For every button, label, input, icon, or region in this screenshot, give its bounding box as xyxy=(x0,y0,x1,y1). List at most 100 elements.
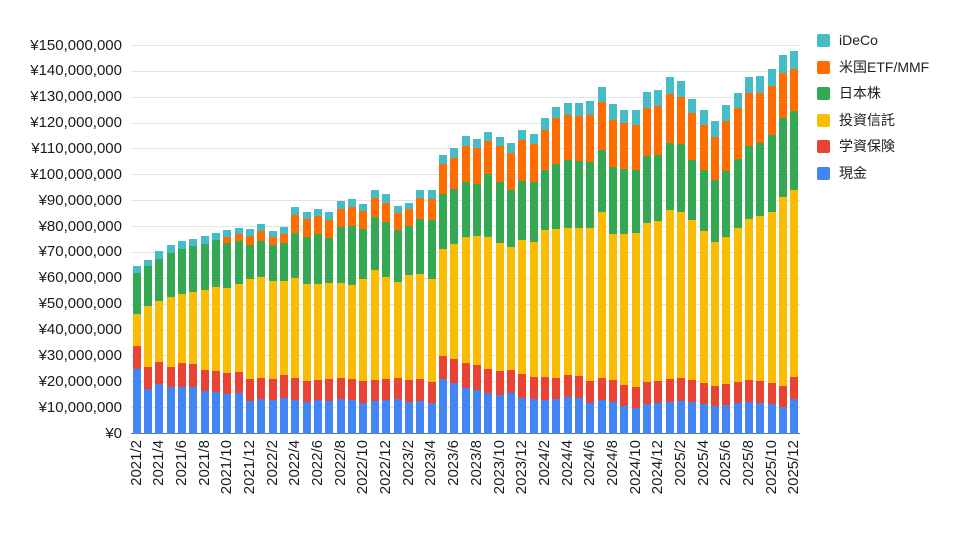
bar-segment-2023/1-現金[interactable] xyxy=(393,399,402,434)
bar-segment-2025/12-米国ETF/MMF[interactable] xyxy=(790,69,799,111)
bar-segment-2021/2-投資信託[interactable] xyxy=(132,314,141,346)
bar-segment-2023/12-学資保険[interactable] xyxy=(518,374,527,398)
bar-segment-2022/10-投資信託[interactable] xyxy=(359,279,368,381)
bar-segment-2024/11-日本株[interactable] xyxy=(642,156,651,223)
bar-segment-2024/2-現金[interactable] xyxy=(540,400,549,434)
bar-segment-2025/5-日本株[interactable] xyxy=(711,180,719,242)
bar-segment-2021/7-現金[interactable] xyxy=(189,387,198,434)
bar-segment-2025/3-学資保険[interactable] xyxy=(688,380,697,402)
bar-segment-2021/9-日本株[interactable] xyxy=(212,240,220,287)
bar-segment-2023/10-投資信託[interactable] xyxy=(495,243,504,371)
bar-segment-2024/9-日本株[interactable] xyxy=(620,169,629,234)
bar-segment-2022/3-米国ETF/MMF[interactable] xyxy=(280,234,289,243)
bar-segment-2024/2-日本株[interactable] xyxy=(540,170,549,230)
bar-segment-2021/7-学資保険[interactable] xyxy=(189,364,198,387)
bar-segment-2023/10-学資保険[interactable] xyxy=(495,371,504,395)
bar-segment-2023/11-日本株[interactable] xyxy=(506,190,515,247)
bar-segment-2024/9-学資保険[interactable] xyxy=(620,385,629,406)
bar-segment-2021/12-学資保険[interactable] xyxy=(246,379,255,401)
bar-segment-2022/6-日本株[interactable] xyxy=(314,234,323,284)
bar-segment-2021/8-iDeCo[interactable] xyxy=(200,236,209,244)
bar-segment-2023/9-現金[interactable] xyxy=(484,393,493,434)
bar-segment-2023/6-投資信託[interactable] xyxy=(450,244,459,359)
bar-segment-2023/11-学資保険[interactable] xyxy=(506,370,515,393)
bar-segment-2023/11-現金[interactable] xyxy=(506,393,515,434)
bar-segment-2022/10-米国ETF/MMF[interactable] xyxy=(359,211,368,229)
bar-segment-2024/11-iDeCo[interactable] xyxy=(642,92,651,108)
bar-segment-2025/9-日本株[interactable] xyxy=(756,143,765,216)
bar-segment-2024/10-iDeCo[interactable] xyxy=(631,110,640,125)
bar-segment-2025/3-米国ETF/MMF[interactable] xyxy=(688,113,697,160)
bar-segment-2023/6-iDeCo[interactable] xyxy=(450,148,459,158)
bar-segment-2021/7-iDeCo[interactable] xyxy=(189,239,198,246)
bar-segment-2021/8-投資信託[interactable] xyxy=(200,290,209,370)
bar-segment-2025/9-学資保険[interactable] xyxy=(756,381,765,403)
bar-segment-2023/12-日本株[interactable] xyxy=(518,181,527,240)
bar-segment-2024/4-投資信託[interactable] xyxy=(563,228,572,375)
bar-segment-2024/11-学資保険[interactable] xyxy=(642,382,651,404)
bar-segment-2025/7-米国ETF/MMF[interactable] xyxy=(733,108,742,159)
bar-segment-2023/3-日本株[interactable] xyxy=(416,219,425,274)
bar-segment-2025/11-現金[interactable] xyxy=(779,407,787,434)
bar-segment-2023/8-現金[interactable] xyxy=(472,390,481,434)
bar-segment-2022/1-iDeCo[interactable] xyxy=(257,224,266,231)
bar-segment-2024/12-日本株[interactable] xyxy=(654,155,663,221)
bar-segment-2021/9-現金[interactable] xyxy=(212,392,220,434)
bar-segment-2021/4-投資信託[interactable] xyxy=(155,301,164,362)
bar-segment-2025/1-iDeCo[interactable] xyxy=(665,77,674,94)
bar-segment-2022/12-日本株[interactable] xyxy=(382,222,391,277)
bar-segment-2024/2-学資保険[interactable] xyxy=(540,377,549,400)
bar-segment-2021/6-現金[interactable] xyxy=(178,387,186,434)
bar-segment-2024/4-日本株[interactable] xyxy=(563,160,572,228)
bar-segment-2022/8-投資信託[interactable] xyxy=(336,283,345,378)
bar-segment-2025/11-iDeCo[interactable] xyxy=(779,55,787,73)
bar-segment-2024/2-投資信託[interactable] xyxy=(540,230,549,377)
bar-segment-2024/5-iDeCo[interactable] xyxy=(574,103,583,116)
bar-segment-2022/11-iDeCo[interactable] xyxy=(370,190,379,198)
bar-segment-2021/3-日本株[interactable] xyxy=(144,266,152,306)
bar-segment-2022/7-学資保険[interactable] xyxy=(325,379,334,401)
bar-segment-2024/5-学資保険[interactable] xyxy=(574,376,583,398)
bar-segment-2023/5-現金[interactable] xyxy=(438,379,447,434)
bar-segment-2022/2-日本株[interactable] xyxy=(268,245,277,281)
bar-segment-2022/8-米国ETF/MMF[interactable] xyxy=(336,209,345,227)
bar-segment-2024/9-iDeCo[interactable] xyxy=(620,110,629,123)
bar-segment-2025/12-iDeCo[interactable] xyxy=(790,51,799,69)
bar-segment-2023/6-米国ETF/MMF[interactable] xyxy=(450,158,459,189)
bar-segment-2023/9-米国ETF/MMF[interactable] xyxy=(484,141,493,174)
bar-segment-2022/11-現金[interactable] xyxy=(370,401,379,434)
bar-segment-2023/1-投資信託[interactable] xyxy=(393,282,402,378)
bar-segment-2022/3-投資信託[interactable] xyxy=(280,281,289,375)
bar-segment-2025/7-現金[interactable] xyxy=(733,403,742,434)
bar-segment-2025/8-米国ETF/MMF[interactable] xyxy=(745,93,753,146)
bar-segment-2023/7-学資保険[interactable] xyxy=(461,363,470,388)
bar-segment-2025/12-日本株[interactable] xyxy=(790,111,799,190)
bar-segment-2021/11-iDeCo[interactable] xyxy=(234,228,243,234)
bar-segment-2021/3-iDeCo[interactable] xyxy=(144,260,152,266)
bar-segment-2025/9-iDeCo[interactable] xyxy=(756,76,765,93)
bar-segment-2021/10-投資信託[interactable] xyxy=(223,288,232,373)
bar-segment-2022/4-現金[interactable] xyxy=(291,400,300,434)
bar-segment-2025/5-学資保険[interactable] xyxy=(711,386,719,406)
bar-segment-2021/11-米国ETF/MMF[interactable] xyxy=(234,234,243,241)
bar-segment-2022/1-学資保険[interactable] xyxy=(257,378,266,399)
bar-segment-2024/2-iDeCo[interactable] xyxy=(540,118,549,130)
bar-segment-2021/9-投資信託[interactable] xyxy=(212,287,220,371)
bar-segment-2021/11-学資保険[interactable] xyxy=(234,372,243,393)
bar-segment-2025/2-日本株[interactable] xyxy=(676,144,685,212)
bar-segment-2024/1-投資信託[interactable] xyxy=(529,242,538,377)
bar-segment-2024/10-投資信託[interactable] xyxy=(631,233,640,387)
bar-segment-2022/5-投資信託[interactable] xyxy=(302,284,311,381)
bar-segment-2022/2-iDeCo[interactable] xyxy=(268,231,277,237)
bar-segment-2023/6-日本株[interactable] xyxy=(450,189,459,244)
bar-segment-2021/11-投資信託[interactable] xyxy=(234,284,243,372)
bar-segment-2025/10-学資保険[interactable] xyxy=(767,383,776,404)
bar-segment-2022/12-iDeCo[interactable] xyxy=(382,194,391,203)
bar-segment-2021/11-日本株[interactable] xyxy=(234,241,243,284)
bar-segment-2021/12-日本株[interactable] xyxy=(246,245,255,279)
bar-segment-2024/7-米国ETF/MMF[interactable] xyxy=(597,102,606,150)
bar-segment-2025/3-現金[interactable] xyxy=(688,402,697,434)
bar-segment-2024/10-日本株[interactable] xyxy=(631,170,640,233)
bar-segment-2023/8-日本株[interactable] xyxy=(472,184,481,236)
bar-segment-2024/6-投資信託[interactable] xyxy=(586,228,595,381)
